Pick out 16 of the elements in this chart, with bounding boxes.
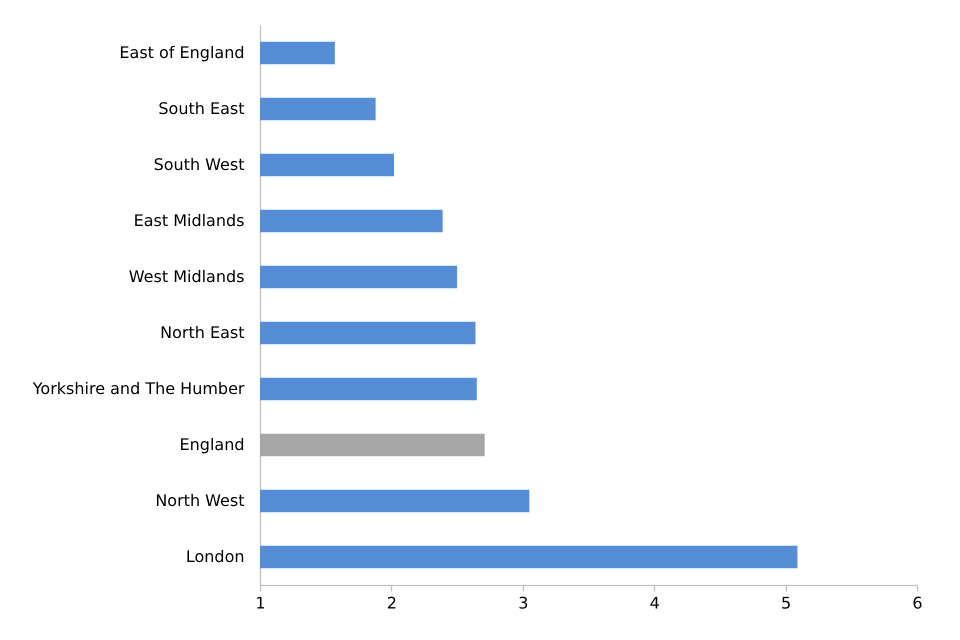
x-tick-label: 2 — [386, 594, 397, 612]
x-tick-label: 4 — [650, 594, 660, 612]
y-tick-label: London — [186, 547, 244, 566]
y-tick-label: South East — [158, 99, 244, 118]
y-tick-label: Yorkshire and The Humber — [32, 379, 245, 398]
x-tick-label: 5 — [781, 594, 792, 612]
x-tick-label: 1 — [255, 594, 266, 612]
y-tick-label: East Midlands — [134, 211, 244, 230]
y-tick-label: West Midlands — [128, 267, 244, 286]
x-tick-label: 3 — [518, 594, 528, 612]
x-tick-label: 6 — [912, 594, 923, 612]
y-tick-label: England — [180, 435, 244, 454]
y-tick-label: East of England — [119, 43, 244, 62]
y-tick-label: North West — [155, 491, 244, 510]
y-tick-label: North East — [160, 323, 244, 342]
y-tick-label: South West — [154, 155, 244, 174]
